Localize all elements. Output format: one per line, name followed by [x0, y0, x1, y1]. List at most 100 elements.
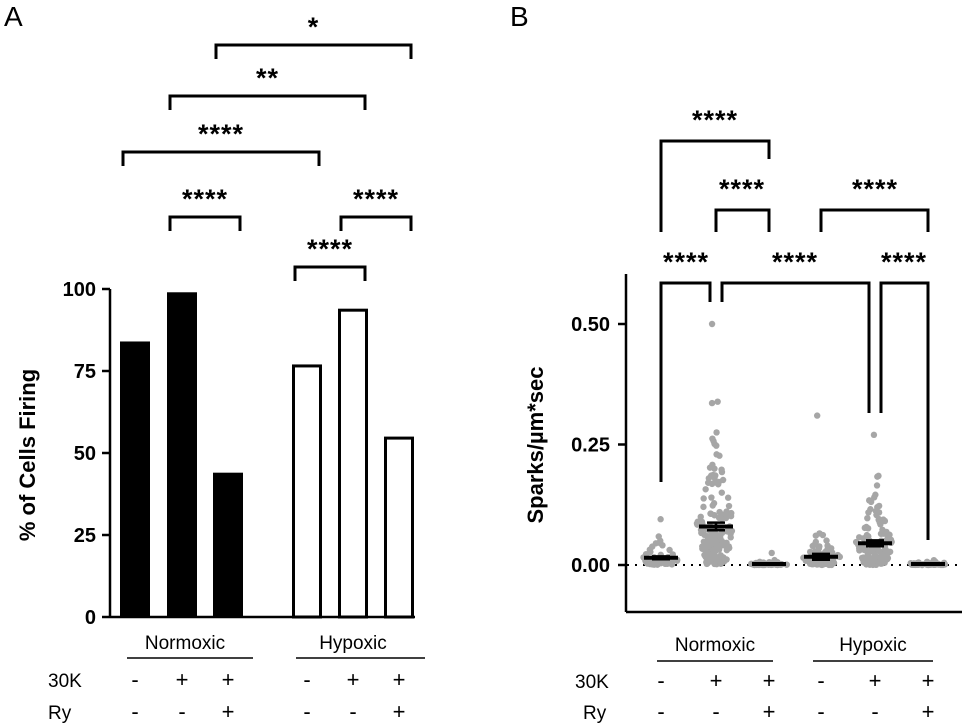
panel-b-sig-label: **** [663, 247, 709, 277]
panel-a-30k-sign: + [347, 667, 360, 692]
panel-a-30k-sign: - [131, 667, 138, 692]
data-point [647, 548, 654, 556]
panel-b-bracket [720, 281, 871, 413]
panel-b-30k-sign: + [763, 668, 776, 693]
data-point [715, 514, 723, 522]
data-point [711, 512, 718, 519]
data-point [872, 552, 879, 559]
panel-a-ry-sign: - [349, 699, 356, 724]
data-point [698, 529, 705, 537]
data-point [873, 482, 881, 489]
bar-hypoxic+- [338, 308, 368, 619]
panel-b-ry-sign: - [657, 699, 664, 724]
panel-b-bracket [714, 208, 771, 232]
data-point [708, 399, 716, 407]
panel-a-group-normoxic: Normoxic [145, 633, 225, 654]
data-point [825, 561, 833, 569]
panel-a-sig-label: **** [182, 184, 228, 214]
panel-b-30k-sign: + [922, 668, 935, 693]
panel-a-row-30k: 30K [48, 671, 82, 692]
panel-b-30k-sign: + [710, 668, 723, 693]
data-point [725, 502, 733, 510]
data-point [880, 530, 887, 537]
panel-b-ry-sign: + [763, 699, 776, 724]
data-point [864, 525, 872, 532]
panel-b-significance: **** **** **** **** **** **** [659, 105, 930, 540]
panel-a-row-ry: Ry [48, 703, 72, 724]
data-point [700, 495, 707, 502]
panel-a-conditions: Normoxic Hypoxic 30K Ry - + + - + + - - + - - + [48, 633, 425, 724]
data-point [802, 557, 810, 564]
data-point [716, 543, 723, 551]
data-point [869, 561, 877, 569]
panel-a-bracket [168, 215, 242, 231]
panel-b-tick-label: 0.25 [571, 435, 610, 457]
data-point [711, 546, 718, 553]
panel-a-ry-sign: - [178, 699, 185, 724]
data-point [720, 558, 728, 565]
data-point [711, 474, 718, 482]
panel-a-sig-label: **** [353, 184, 399, 214]
panel-a-group-hypoxic: Hypoxic [319, 633, 387, 654]
panel-b-row-ry: Ry [583, 703, 607, 724]
data-point [704, 533, 711, 540]
panel-b-bracket [819, 208, 930, 232]
data-point [715, 478, 723, 486]
panel-a-bars [120, 292, 414, 619]
data-point [816, 543, 823, 550]
panel-b-conditions: Normoxic Hypoxic 30K Ry - + + - + + - - + - - + [575, 635, 934, 724]
panel-b-sig-label: **** [881, 247, 927, 277]
data-point [881, 555, 889, 562]
data-point [722, 514, 730, 522]
data-point [884, 548, 892, 555]
panel-a-sig-label: ** [256, 63, 279, 93]
data-point [867, 546, 875, 553]
data-point [816, 530, 823, 537]
data-point [874, 473, 881, 480]
panel-a-ticks: 0 25 50 75 100 [63, 279, 110, 629]
data-point [655, 533, 662, 540]
bar-hypoxic-- [292, 364, 322, 619]
bar-normoxic-- [120, 341, 150, 617]
data-point [865, 497, 873, 504]
panel-b-ry-sign: + [922, 699, 935, 724]
panel-a-y-label: % of Cells Firing [15, 369, 40, 541]
panel-b-ry-sign: - [871, 699, 878, 724]
panel-b-letter: B [510, 1, 529, 32]
data-point [806, 548, 814, 556]
panel-b-row-30k: 30K [575, 672, 609, 693]
data-point [701, 538, 708, 546]
data-point [817, 560, 824, 568]
panel-b-30k-sign: - [817, 668, 824, 693]
data-point [666, 546, 673, 554]
panel-a-bracket [121, 150, 321, 166]
panel-a-bracket [293, 265, 367, 281]
data-point [709, 502, 716, 509]
panel-b-tick-label: 0.50 [571, 314, 610, 336]
bar-normoxic+- [167, 292, 197, 617]
data-point [862, 556, 869, 563]
panel-b-sig-label: **** [692, 105, 738, 135]
data-point [718, 489, 725, 496]
panel-b-means [644, 521, 945, 567]
panel-a-ry-sign: - [131, 699, 138, 724]
panel-b-dots [640, 320, 949, 569]
data-point [643, 559, 651, 566]
panel-a-tick-label: 50 [74, 443, 96, 465]
data-point [723, 528, 731, 535]
panel-a-bracket [168, 94, 367, 110]
panel-b-group-normoxic: Normoxic [675, 635, 755, 656]
data-point [877, 560, 885, 567]
panel-a-sig-label: **** [307, 234, 353, 264]
panel-b-sig-label: **** [852, 174, 898, 204]
panel-a-sig-label: * [308, 12, 320, 42]
data-point [724, 494, 732, 501]
panel-b-ry-sign: - [817, 699, 824, 724]
data-point [716, 452, 723, 459]
data-point [877, 521, 884, 528]
panel-b-30k-sign: + [869, 668, 882, 693]
panel-b-sig-label: **** [772, 247, 818, 277]
data-point [657, 516, 664, 523]
panel-a-tick-label: 0 [85, 607, 96, 629]
